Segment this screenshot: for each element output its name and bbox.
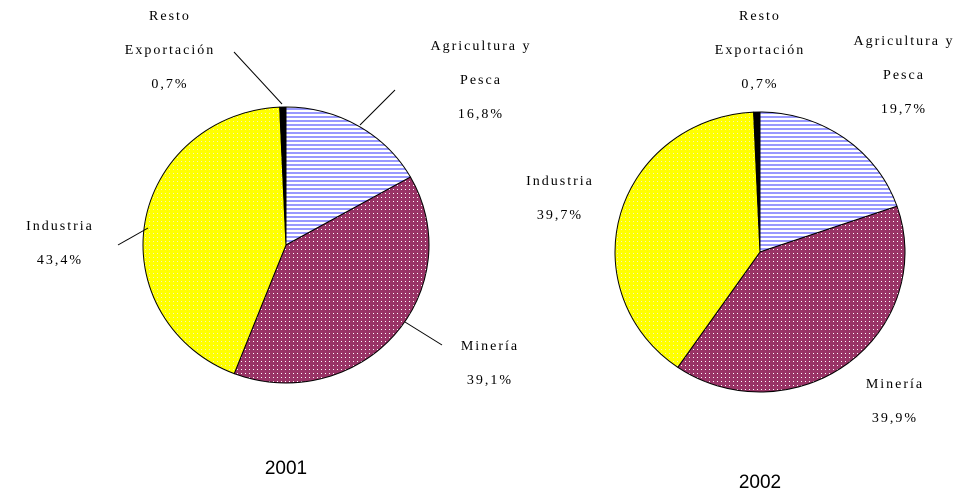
pie-slice: [233, 176, 430, 384]
category-label: Agricultura y Pesca: [853, 34, 955, 83]
pie-slice: [614, 111, 761, 368]
pie-slice: [279, 106, 287, 246]
leader-line: [117, 227, 149, 246]
pie-slice: [759, 111, 898, 253]
value-label: 39,7%: [536, 208, 584, 223]
category-label: Minería: [865, 377, 925, 392]
chart-title: 2002: [738, 472, 782, 493]
value-label: 39,9%: [871, 411, 919, 426]
leader-line: [359, 89, 396, 126]
pie-slice: [142, 106, 287, 375]
pie-slice: [753, 111, 761, 253]
value-label: 16,8%: [457, 107, 505, 122]
pie-slice: [285, 106, 412, 246]
pie-slice: [677, 205, 906, 393]
value-label: 0,7%: [151, 77, 189, 92]
value-label: 19,7%: [880, 102, 928, 117]
leader-line: [404, 321, 443, 346]
value-label: 43,4%: [36, 253, 84, 268]
category-label: Resto Exportación: [124, 9, 216, 58]
leader-line: [233, 51, 283, 105]
category-label: Minería: [460, 339, 520, 354]
category-label: Industria: [526, 174, 594, 189]
value-label: 39,1%: [466, 373, 514, 388]
chart-title: 2001: [264, 458, 308, 479]
category-label: Industria: [26, 219, 94, 234]
category-label: Agricultura y Pesca: [430, 39, 532, 88]
category-label: Resto Exportación: [714, 9, 806, 58]
value-label: 0,7%: [741, 77, 779, 92]
